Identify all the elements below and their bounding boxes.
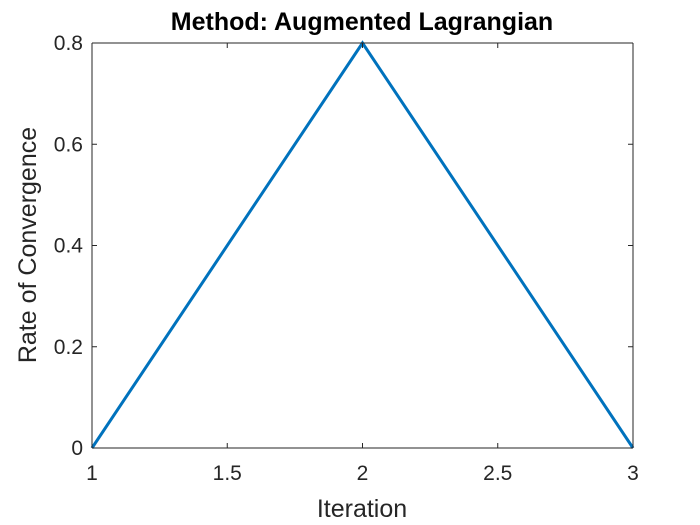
- chart-title: Method: Augmented Lagrangian: [171, 8, 553, 36]
- x-tick-label: 1.5: [213, 462, 242, 485]
- x-tick-label: 2.5: [483, 462, 512, 485]
- plot-area: [92, 43, 633, 448]
- y-tick-label: 0.2: [54, 336, 83, 359]
- x-tick-label: 1: [86, 462, 98, 485]
- y-tick-label: 0: [71, 437, 83, 460]
- tick-layer: 1 1.5 2 2.5 3 0 0.2 0.4 0.6 0.8: [54, 32, 639, 485]
- x-tick-label: 3: [627, 462, 639, 485]
- x-tick-label: 2: [357, 462, 369, 485]
- y-axis-title: Rate of Convergence: [14, 127, 42, 363]
- y-tick-label: 0.4: [54, 235, 84, 258]
- y-tick-label: 0.8: [54, 32, 83, 55]
- y-tick-label: 0.6: [54, 133, 83, 156]
- x-axis-title: Iteration: [317, 495, 407, 523]
